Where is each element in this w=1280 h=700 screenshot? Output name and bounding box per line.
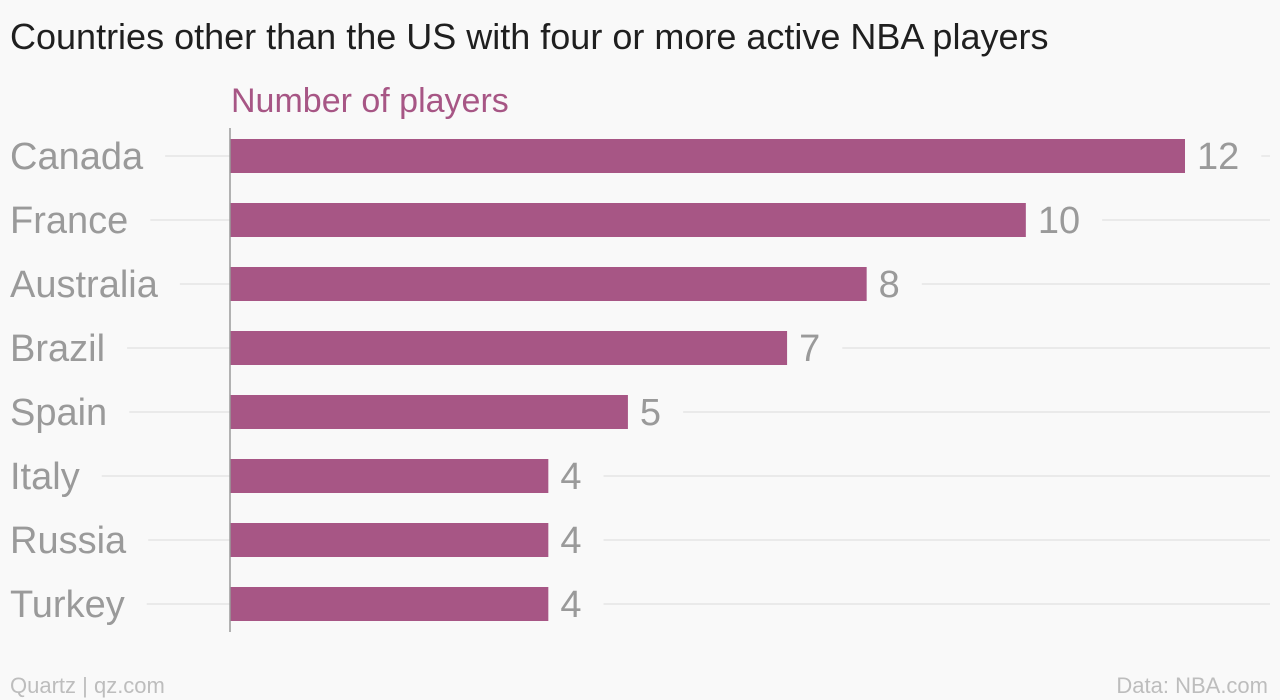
bar-value-label: 5: [640, 392, 661, 434]
chart-title: Countries other than the US with four or…: [10, 16, 1048, 57]
category-label: Australia: [10, 264, 159, 306]
bar-value-label: 4: [560, 456, 581, 498]
category-label: Spain: [10, 392, 107, 434]
bar-value-label: 4: [560, 584, 581, 626]
bar-value-label: 4: [560, 520, 581, 562]
bar: [230, 267, 867, 301]
bar: [230, 203, 1026, 237]
bar-value-label: 10: [1038, 200, 1080, 242]
category-label: Brazil: [10, 328, 105, 370]
data-source: Data: NBA.com: [1116, 673, 1268, 698]
bar: [230, 395, 628, 429]
bar: [230, 139, 1185, 173]
bar: [230, 459, 549, 493]
bar-value-label: 8: [879, 264, 900, 306]
category-label: Russia: [10, 520, 127, 562]
bar-value-label: 12: [1197, 136, 1239, 178]
bar: [230, 331, 788, 365]
bar-value-label: 7: [799, 328, 820, 370]
bar: [230, 523, 549, 557]
chart-subtitle: Number of players: [231, 82, 509, 120]
category-label: Italy: [10, 456, 80, 498]
category-label: France: [10, 200, 128, 242]
category-label: Canada: [10, 136, 144, 178]
category-label: Turkey: [10, 584, 125, 626]
bars-group: Canada 12 France 10 Australia 8 Brazil 7 Spain 5 I…: [10, 136, 1270, 626]
bar: [230, 587, 549, 621]
source-credit: Quartz | qz.com: [10, 673, 165, 698]
